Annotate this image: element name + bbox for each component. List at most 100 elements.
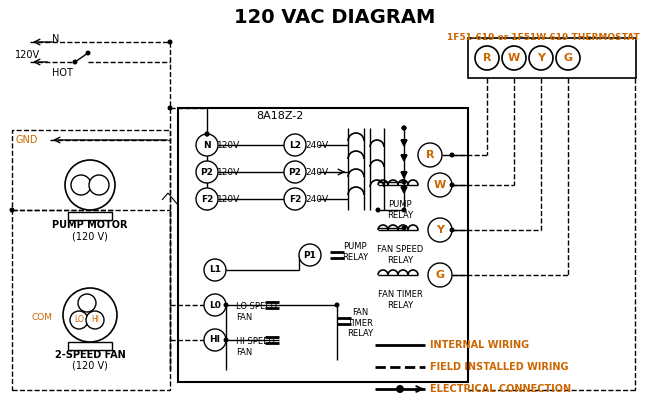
Circle shape [70, 311, 88, 329]
Text: G: G [436, 270, 445, 280]
Circle shape [418, 143, 442, 167]
Circle shape [284, 188, 306, 210]
Text: R: R [483, 53, 491, 63]
Text: 120V: 120V [15, 50, 40, 60]
Text: F2: F2 [289, 194, 302, 204]
Circle shape [86, 51, 90, 55]
Circle shape [396, 385, 404, 393]
Bar [12, 130, 170, 390]
Circle shape [401, 179, 407, 184]
Text: 240V: 240V [306, 140, 328, 150]
Text: INTERNAL WIRING: INTERNAL WIRING [430, 340, 529, 350]
Text: Y: Y [436, 225, 444, 235]
Text: FAN
TIMER
RELAY: FAN TIMER RELAY [347, 308, 373, 338]
Circle shape [428, 173, 452, 197]
Text: L2: L2 [289, 140, 301, 150]
Circle shape [401, 207, 407, 212]
Text: 1F51-619 or 1F51W-619 THERMOSTAT: 1F51-619 or 1F51W-619 THERMOSTAT [447, 33, 639, 42]
Text: (120 V): (120 V) [72, 231, 108, 241]
Circle shape [299, 244, 321, 266]
Text: PUMP
RELAY: PUMP RELAY [387, 200, 413, 220]
Text: HI SPEED
FAN: HI SPEED FAN [236, 337, 275, 357]
Text: 120V: 120V [217, 194, 241, 204]
Circle shape [71, 175, 91, 195]
Bar [68, 342, 112, 350]
Text: 240V: 240V [306, 194, 328, 204]
Text: LO SPEED
FAN: LO SPEED FAN [236, 302, 277, 322]
Circle shape [196, 134, 218, 156]
Text: N: N [203, 140, 211, 150]
Circle shape [204, 132, 210, 137]
Text: W: W [508, 53, 520, 63]
Text: P1: P1 [304, 251, 316, 259]
Text: GND: GND [15, 135, 38, 145]
Text: F2: F2 [201, 194, 213, 204]
Circle shape [556, 46, 580, 70]
Circle shape [168, 39, 172, 44]
Text: 120V: 120V [217, 140, 241, 150]
Circle shape [204, 132, 210, 137]
Polygon shape [401, 172, 407, 178]
Circle shape [196, 188, 218, 210]
Circle shape [401, 225, 407, 230]
Text: HI: HI [210, 336, 220, 344]
Circle shape [72, 59, 78, 65]
Bar [468, 38, 636, 78]
Text: HI: HI [91, 316, 99, 324]
Circle shape [334, 303, 340, 308]
Text: PUMP
RELAY: PUMP RELAY [342, 242, 368, 262]
Circle shape [450, 153, 454, 158]
Circle shape [196, 161, 218, 183]
Polygon shape [401, 155, 407, 161]
Polygon shape [401, 187, 407, 193]
Text: FAN SPEED
RELAY: FAN SPEED RELAY [377, 245, 423, 265]
Circle shape [450, 183, 454, 187]
Text: FAN TIMER
RELAY: FAN TIMER RELAY [378, 290, 422, 310]
Text: HOT: HOT [52, 68, 73, 78]
Text: 2-SPEED FAN: 2-SPEED FAN [55, 350, 125, 360]
Bar [178, 108, 468, 382]
Circle shape [89, 175, 109, 195]
Circle shape [65, 160, 115, 210]
Circle shape [224, 303, 228, 308]
Text: P2: P2 [289, 168, 302, 176]
Text: N: N [52, 34, 60, 44]
Polygon shape [401, 140, 407, 146]
Text: Y: Y [537, 53, 545, 63]
Text: P2: P2 [200, 168, 214, 176]
Circle shape [204, 329, 226, 351]
Text: 120V: 120V [217, 168, 241, 176]
Text: ELECTRICAL CONNECTION: ELECTRICAL CONNECTION [430, 384, 571, 394]
Circle shape [63, 288, 117, 342]
Circle shape [284, 161, 306, 183]
Text: COM: COM [32, 313, 53, 323]
Text: L0: L0 [209, 300, 221, 310]
Circle shape [9, 207, 15, 212]
Circle shape [529, 46, 553, 70]
Text: G: G [563, 53, 573, 63]
Text: PUMP MOTOR: PUMP MOTOR [52, 220, 128, 230]
Circle shape [168, 106, 172, 111]
Circle shape [401, 126, 407, 130]
Text: 120 VAC DIAGRAM: 120 VAC DIAGRAM [234, 8, 436, 27]
Circle shape [375, 207, 381, 212]
Text: FIELD INSTALLED WIRING: FIELD INSTALLED WIRING [430, 362, 569, 372]
Text: L1: L1 [209, 266, 221, 274]
Circle shape [86, 311, 104, 329]
Text: (120 V): (120 V) [72, 361, 108, 371]
Text: 240V: 240V [306, 168, 328, 176]
Circle shape [224, 337, 228, 342]
Circle shape [502, 46, 526, 70]
Circle shape [401, 126, 407, 130]
Bar [68, 212, 112, 220]
Circle shape [428, 263, 452, 287]
Text: LO: LO [74, 316, 84, 324]
Circle shape [78, 294, 96, 312]
Circle shape [204, 259, 226, 281]
Circle shape [475, 46, 499, 70]
Text: W: W [434, 180, 446, 190]
Text: R: R [425, 150, 434, 160]
Text: 8A18Z-2: 8A18Z-2 [257, 111, 304, 121]
Circle shape [428, 218, 452, 242]
Circle shape [450, 228, 454, 233]
